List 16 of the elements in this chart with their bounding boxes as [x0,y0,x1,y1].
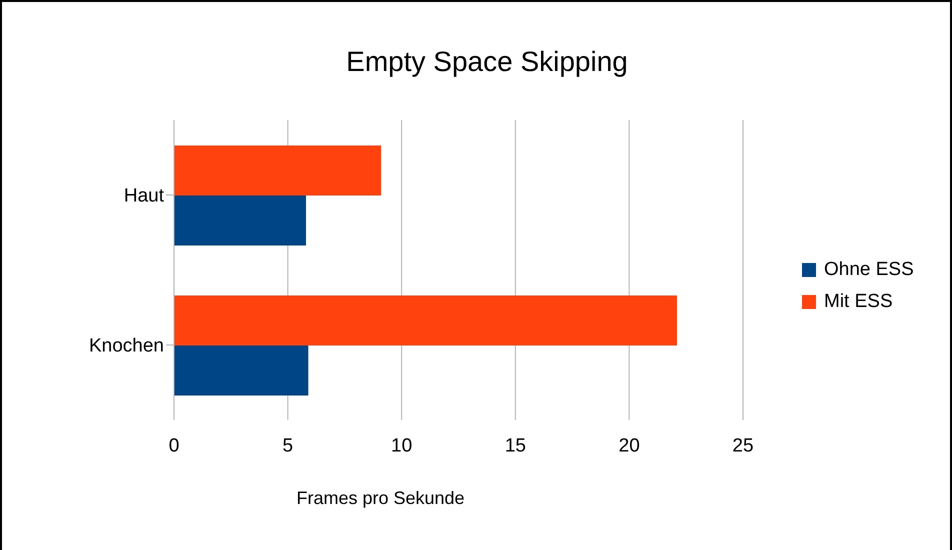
bar [174,146,382,196]
x-tick-label: 10 [391,435,412,456]
x-tick-label: 25 [732,435,754,456]
x-tick-label: 0 [168,435,180,456]
x-tick-label: 15 [504,435,526,456]
bar [174,196,306,246]
chart-title: Empty Space Skipping [345,46,629,78]
bar [174,346,308,396]
y-tick-label: Haut [124,186,165,207]
x-tick-label: 20 [618,435,640,456]
x-axis-title: Frames pro Sekunde [295,488,466,509]
y-tick-label: Knochen [88,336,164,357]
bar [174,296,677,346]
legend-label: Mit ESS [824,291,893,313]
x-tick-label: 5 [282,435,294,456]
legend-label: Ohne ESS [824,259,914,281]
